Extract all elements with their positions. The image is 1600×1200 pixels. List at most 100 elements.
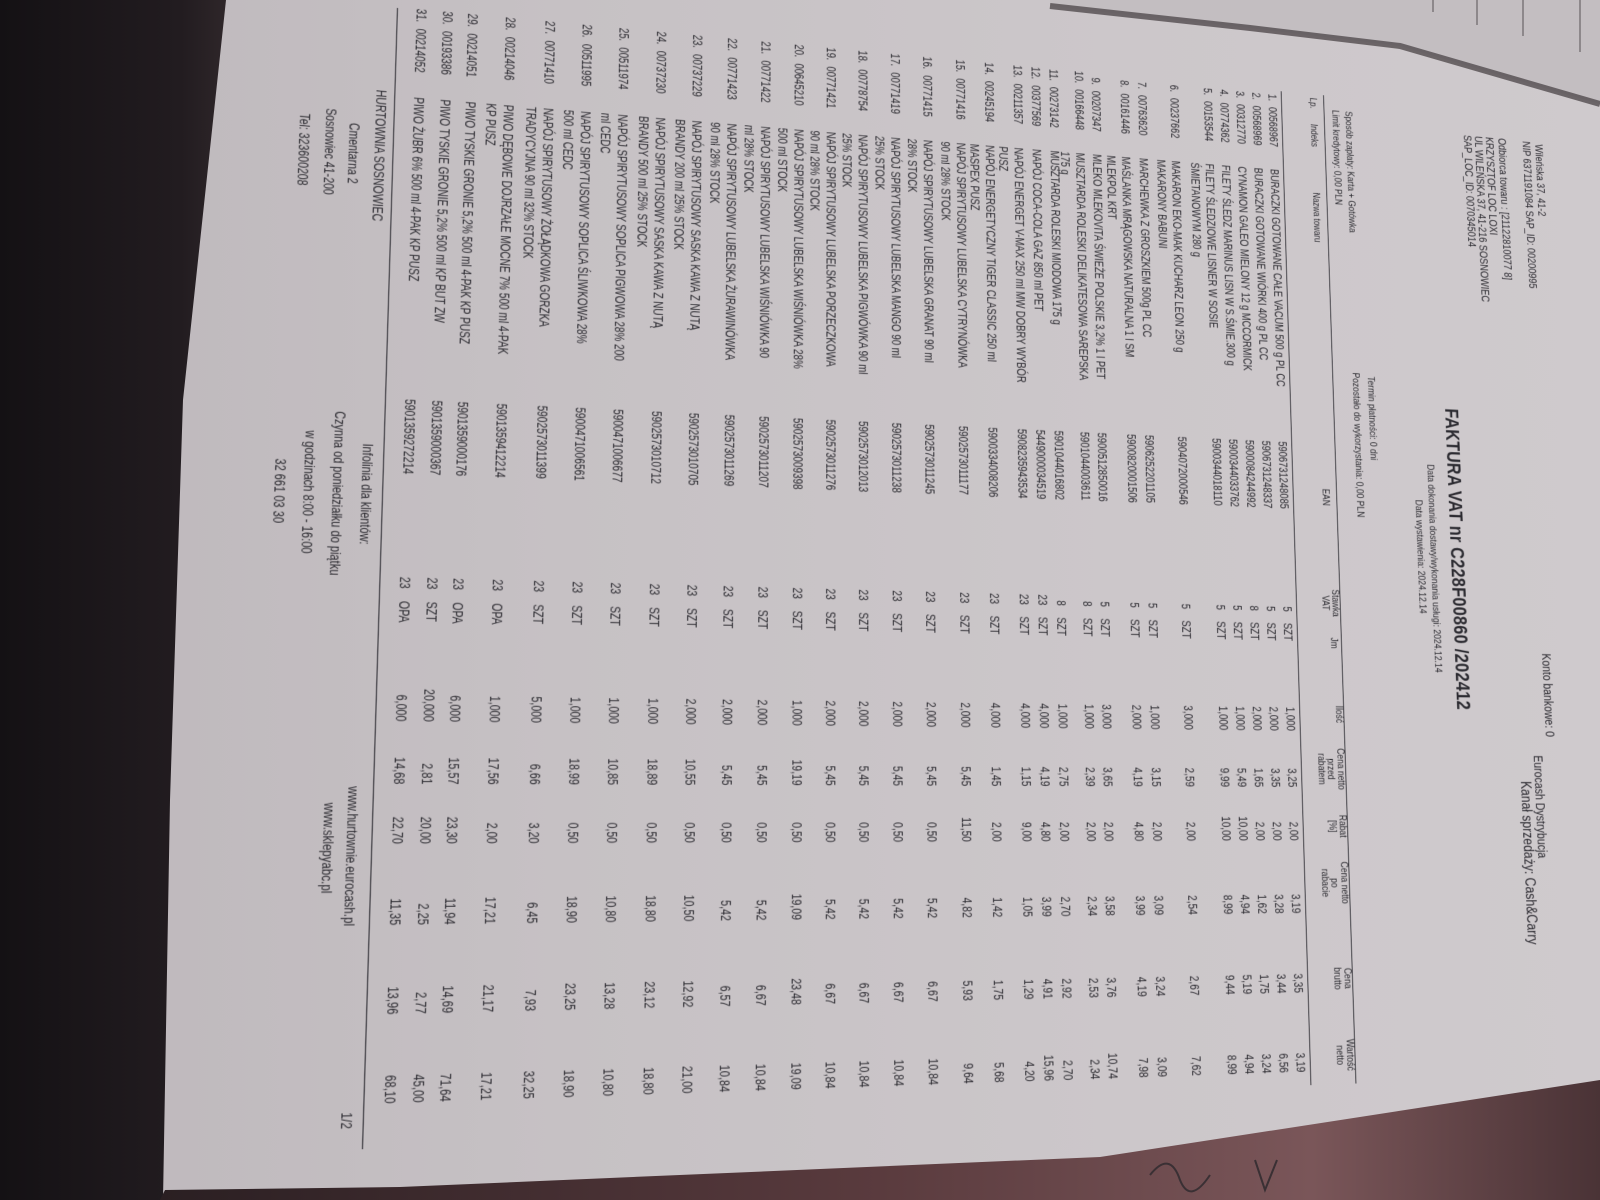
cell-cena-po: 10,80 [602, 895, 619, 923]
cell-indeks: 00193386 [437, 30, 455, 76]
cell-jm: SZT [1080, 617, 1095, 637]
cell-product-name: ŚMIETANOWYM 280 g [1188, 161, 1204, 258]
cell-cena-przed: 1,15 [1018, 766, 1033, 787]
footer-website-abc[interactable]: www.sklepyabc.pl [317, 802, 339, 894]
cell-rabat: 0,50 [718, 822, 734, 843]
cell-wartosc: 17,21 [477, 1071, 495, 1101]
cell-lp: 3. [1233, 90, 1247, 100]
cell-cena-po: 5,42 [924, 897, 940, 919]
cell-rabat: 2,00 [1286, 821, 1301, 841]
cell-ilosc: 2,000 [1266, 706, 1281, 731]
cell-jm: SZT [1230, 621, 1245, 640]
cell-lp: 18. [855, 49, 870, 65]
cell-brutto: 3,35 [1291, 973, 1305, 994]
footer-branch-city: Sosnowiec 41-200 [320, 107, 341, 196]
cell-wartosc: 18,80 [639, 1066, 656, 1095]
cell-jm: SZT [789, 610, 805, 631]
cell-product-name: BRANDY 200 ml 25% STOCK [670, 118, 688, 251]
cell-brutto: 2,53 [1086, 977, 1101, 999]
cell-indeks: 00771416 [953, 77, 968, 121]
cell-vat: 23 [755, 586, 770, 599]
cell-brutto: 12,92 [679, 980, 696, 1008]
cell-brutto: 13,96 [383, 986, 401, 1015]
cell-cena-przed: 1,45 [988, 766, 1003, 787]
cell-wartosc: 19,09 [787, 1062, 804, 1090]
cell-lp: 10. [1071, 70, 1086, 85]
cell-product-name: 25% STOCK [839, 132, 854, 188]
cell-lp: 27. [541, 20, 558, 36]
cell-vat: 8 [1247, 605, 1261, 612]
cell-ilosc: 2,000 [923, 701, 938, 728]
cell-jm: SZT [1145, 619, 1160, 638]
cell-lp: 7. [1135, 81, 1149, 90]
cell-brutto: 9,44 [1222, 974, 1237, 995]
cell-lp: 31. [412, 8, 429, 24]
cell-indeks: 00737230 [652, 50, 669, 95]
cell-cena-przed: 1,65 [1251, 768, 1266, 788]
cell-vat: 5 [1178, 603, 1193, 610]
cell-product-name: KP PUSZ [482, 102, 499, 147]
recipient-label: Odbiorca towaru : [21122810077 8] [1495, 137, 1515, 281]
cell-ean: 5902573010712 [647, 410, 664, 485]
footer-branch-phone: Tel: 323600208 [294, 112, 314, 187]
cell-vat: 5 [1127, 602, 1141, 608]
cell-ean: 5901359272214 [399, 398, 418, 475]
cell-brutto: 6,57 [716, 985, 733, 1007]
cell-cena-przed: 9,99 [1217, 767, 1232, 788]
cell-product-name: 28% STOCK [904, 138, 919, 193]
cell-rabat: 0,50 [924, 822, 939, 843]
cell-indeks: 00771419 [887, 71, 902, 115]
cell-wartosc: 68,10 [380, 1074, 399, 1104]
delivery-date: Data dokonania dostawy/wykonania usługi:… [1424, 463, 1444, 673]
cell-rabat: 2,00 [1183, 821, 1198, 842]
cell-lp: 28. [502, 16, 518, 32]
footer-website-eurocash[interactable]: www.hurtownie.eurocash.pl [340, 786, 363, 927]
cell-lp: 23. [689, 34, 705, 49]
cell-wartosc: 10,84 [925, 1058, 941, 1086]
cell-indeks: 00312770 [1233, 103, 1248, 145]
cell-ean: 5901359412214 [491, 403, 509, 479]
cell-product-name: PIWO TYSKIE GRONIE 5,2% 500 ml KP BUT ZW [431, 98, 453, 324]
cell-vat: 23 [986, 592, 1001, 605]
cell-indeks: 00245194 [982, 80, 996, 123]
cell-brutto: 21,17 [479, 984, 496, 1013]
cell-product-name: MAKARONY BABUNI [1154, 159, 1170, 249]
cell-brutto: 23,12 [641, 981, 657, 1009]
cell-rabat: 4,80 [1038, 821, 1053, 842]
header-nazwa: Nazwa towaru [1310, 191, 1323, 243]
header-vat: Stawka [1329, 589, 1342, 617]
cell-rabat: 2,00 [989, 821, 1004, 842]
cell-wartosc: 2,34 [1087, 1059, 1102, 1080]
cell-ean: 5901044016802 [1051, 430, 1067, 501]
cell-vat: 23 [922, 591, 938, 603]
cell-ean: 5900334008206 [985, 426, 1000, 498]
cell-indeks: 00153544 [1201, 100, 1215, 142]
cell-ean: 5900344033762 [1226, 438, 1241, 508]
cell-ilosc: 1,000 [1147, 704, 1162, 730]
cell-rabat: 2,00 [1252, 821, 1267, 841]
cell-lp: 26. [579, 23, 595, 39]
cell-wartosc: 10,74 [1105, 1052, 1120, 1080]
cell-ean: 5902573011207 [755, 415, 771, 488]
cell-rabat: 2,00 [1083, 821, 1098, 842]
cell-lp: 5. [1200, 87, 1214, 97]
cell-cena-przed: 3,25 [1285, 768, 1299, 788]
cell-jm: SZT [1035, 616, 1050, 636]
cell-ilosc: 4,000 [1017, 703, 1033, 729]
cell-brutto: 6,67 [752, 984, 768, 1006]
cell-product-name: 25% STOCK [872, 135, 887, 191]
cell-vat: 23 [423, 577, 440, 590]
cell-product-name: ml 28% STOCK [741, 124, 756, 194]
cell-ilosc: 2,000 [957, 702, 973, 728]
cell-wartosc: 10,84 [822, 1061, 838, 1089]
cell-ean: 5449000034519 [1033, 429, 1048, 500]
cell-vat: 23 [607, 582, 623, 595]
cell-brutto: 7,93 [521, 989, 539, 1012]
cell-ilosc: 1,000 [486, 695, 503, 723]
cell-cena-przed: 5,45 [822, 765, 838, 786]
cell-indeks: 00207347 [1088, 90, 1103, 132]
cell-vat: 23 [530, 580, 547, 593]
cell-ilosc: 1,000 [1283, 706, 1297, 732]
cell-brutto: 2,67 [1186, 975, 1201, 996]
cell-product-name: NAPÓJ COCA-COLA GAZ 850 ml PET [1029, 148, 1046, 312]
